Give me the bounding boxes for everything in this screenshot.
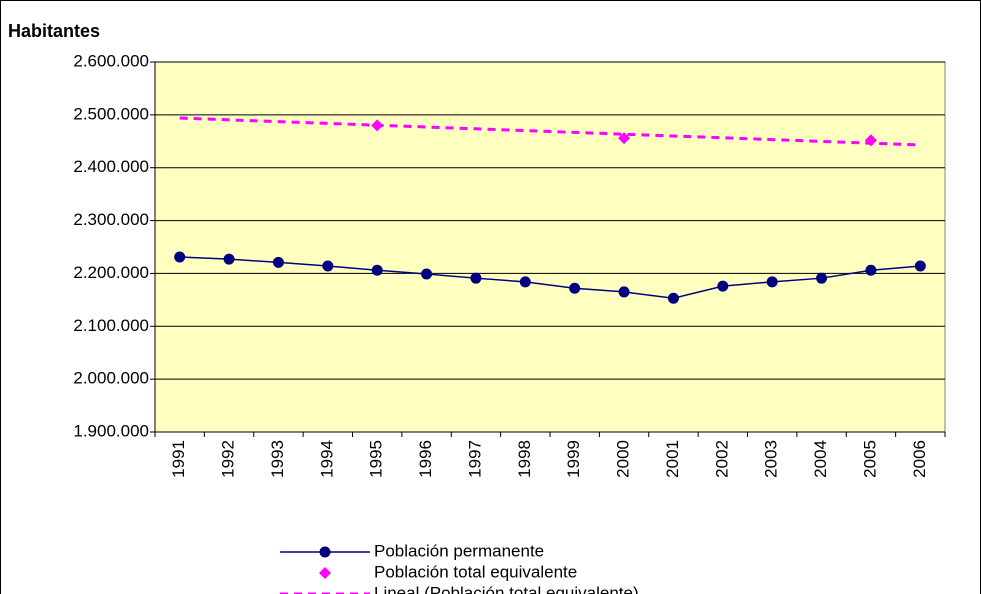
marker	[816, 272, 828, 284]
y-tick-label: 2.200.000	[73, 263, 149, 282]
x-tick-label: 2001	[663, 440, 682, 478]
legend-swatch	[319, 567, 331, 579]
y-tick-label: 2.100.000	[73, 316, 149, 335]
marker	[519, 276, 531, 288]
marker	[174, 251, 186, 263]
x-tick-label: 2006	[910, 440, 929, 478]
marker	[421, 268, 433, 280]
plot-area	[154, 61, 946, 433]
marker	[667, 292, 679, 304]
y-tick-label: 2.400.000	[73, 157, 149, 176]
marker	[371, 264, 383, 276]
x-tick-label: 1994	[317, 440, 336, 478]
series-line	[179, 256, 921, 300]
x-tick-label: 2000	[614, 440, 633, 478]
x-tick-label: 2005	[860, 440, 879, 478]
legend-label: Lineal (Población total equivalente)	[374, 583, 639, 594]
x-tick-label: 1997	[465, 440, 484, 478]
marker	[470, 272, 482, 284]
marker	[914, 260, 926, 272]
y-axis-title: Habitantes	[8, 21, 100, 41]
y-tick-label: 2.500.000	[73, 104, 149, 123]
x-tick-label: 2004	[811, 440, 830, 478]
legend-swatch	[319, 546, 331, 558]
x-tick-label: 2003	[762, 440, 781, 478]
marker	[272, 256, 284, 268]
x-tick-label: 1996	[416, 440, 435, 478]
x-tick-label: 1992	[219, 440, 238, 478]
y-tick-label: 2.600.000	[73, 51, 149, 70]
legend-label: Población total equivalente	[374, 562, 577, 581]
marker	[223, 253, 235, 265]
x-tick-label: 2002	[712, 440, 731, 478]
y-tick-label: 2.000.000	[73, 369, 149, 388]
x-tick-label: 1999	[564, 440, 583, 478]
marker	[618, 286, 630, 298]
marker	[766, 276, 778, 288]
y-tick-label: 1.900.000	[73, 421, 149, 440]
marker	[865, 264, 877, 276]
x-tick-label: 1998	[515, 440, 534, 478]
trend-line	[179, 116, 921, 147]
legend-label: Población permanente	[374, 541, 544, 560]
marker	[569, 282, 581, 294]
x-tick-label: 1991	[169, 440, 188, 478]
marker	[322, 260, 334, 272]
marker	[717, 280, 729, 292]
y-tick-label: 2.300.000	[73, 210, 149, 229]
x-tick-label: 1995	[367, 440, 386, 478]
x-tick-label: 1993	[268, 440, 287, 478]
